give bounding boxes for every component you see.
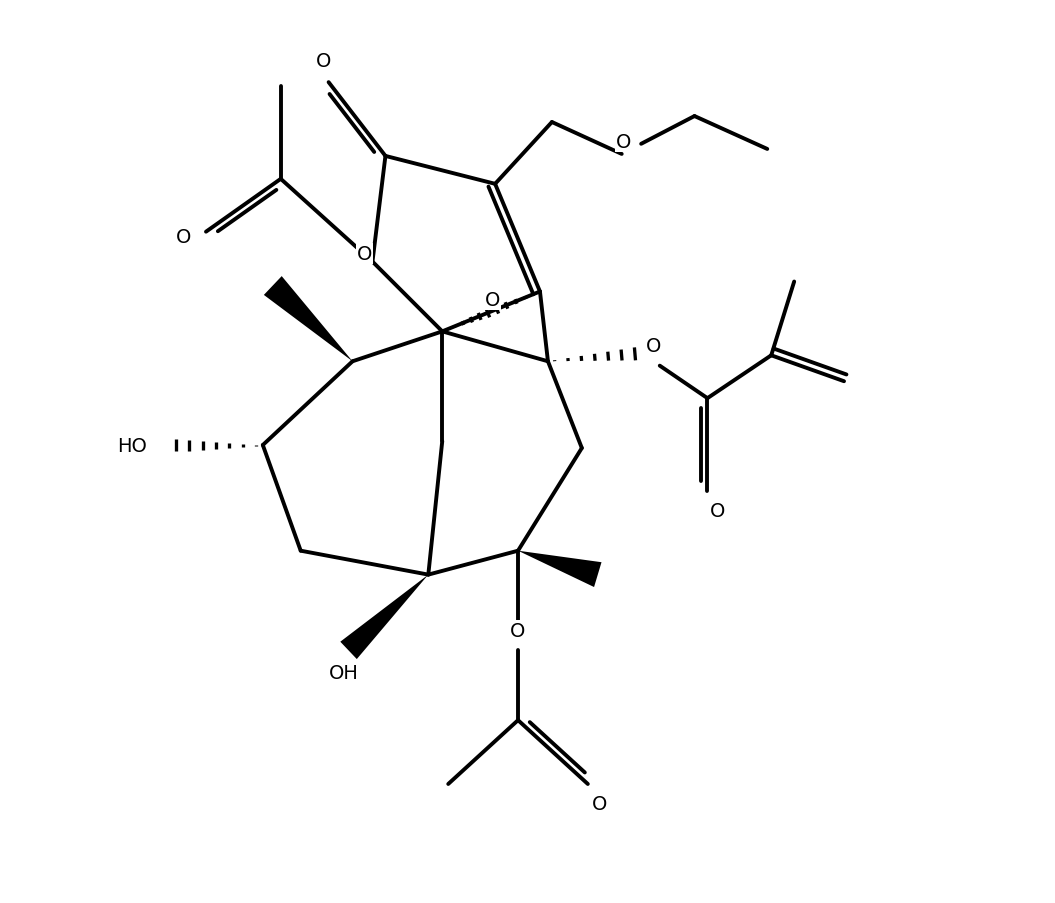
Text: HO: HO <box>117 436 147 455</box>
Text: O: O <box>511 621 525 640</box>
Text: O: O <box>592 795 608 814</box>
Text: O: O <box>710 502 725 521</box>
Text: O: O <box>176 228 192 247</box>
Text: O: O <box>484 291 500 310</box>
Text: O: O <box>646 337 661 356</box>
Polygon shape <box>341 575 428 659</box>
Polygon shape <box>264 277 352 362</box>
Text: O: O <box>315 51 331 70</box>
Text: OH: OH <box>328 663 359 682</box>
Text: O: O <box>357 245 372 264</box>
Text: O: O <box>616 134 631 153</box>
Polygon shape <box>518 551 601 587</box>
